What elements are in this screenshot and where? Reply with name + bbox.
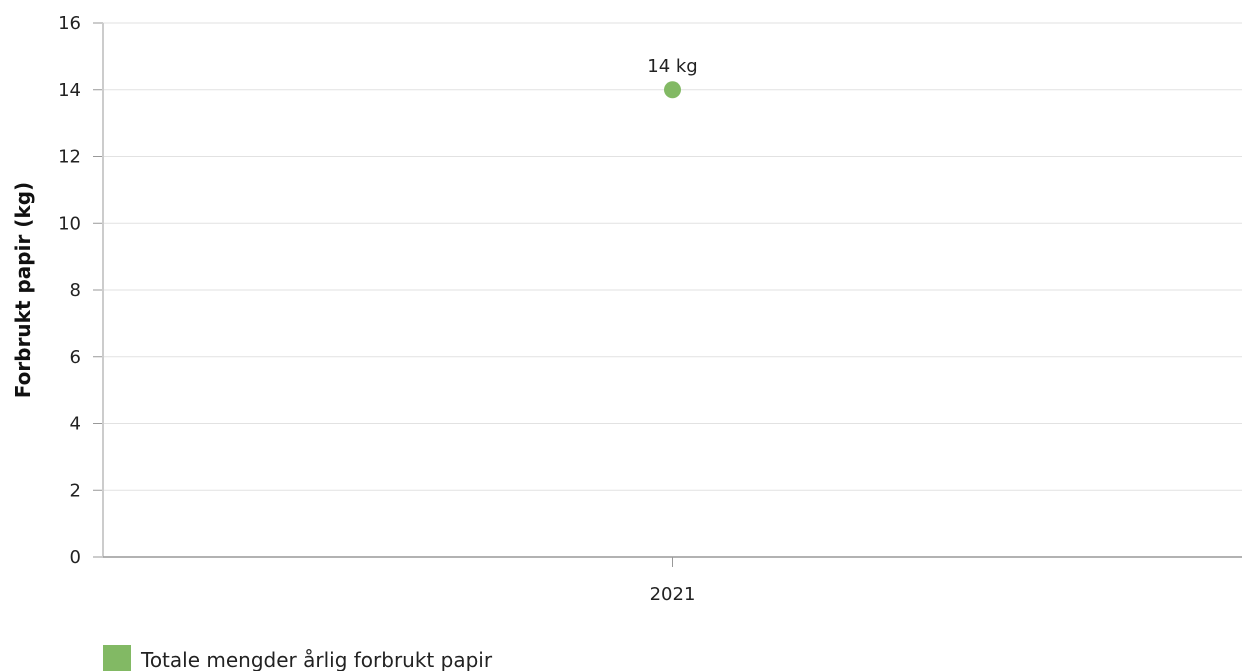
- data-point[interactable]: [664, 81, 681, 99]
- y-tick-label: 16: [58, 13, 81, 34]
- y-tick-label: 8: [70, 280, 81, 301]
- data-points: 14 kg: [647, 56, 698, 99]
- y-tick-label: 6: [70, 347, 81, 368]
- y-tick-label: 12: [58, 147, 81, 168]
- y-tick-label: 0: [70, 547, 81, 568]
- y-tick-label: 10: [58, 213, 81, 234]
- y-axis-title: Forbrukt papir (kg): [11, 182, 35, 398]
- y-tick-label: 14: [58, 80, 81, 101]
- x-tick-label: 2021: [650, 584, 696, 605]
- data-label: 14 kg: [647, 56, 697, 77]
- y-axis-ticks: 0 2 4 6 8 10 12 14 16: [58, 13, 103, 568]
- legend-label[interactable]: Totale mengder årlig forbrukt papir: [140, 648, 493, 671]
- y-tick-label: 2: [70, 480, 81, 501]
- y-tick-label: 4: [70, 414, 81, 435]
- grid-lines: [103, 22, 1242, 491]
- legend[interactable]: Totale mengder årlig forbrukt papir: [103, 645, 493, 671]
- legend-swatch[interactable]: [103, 645, 131, 671]
- x-axis-ticks: 2021: [650, 557, 696, 605]
